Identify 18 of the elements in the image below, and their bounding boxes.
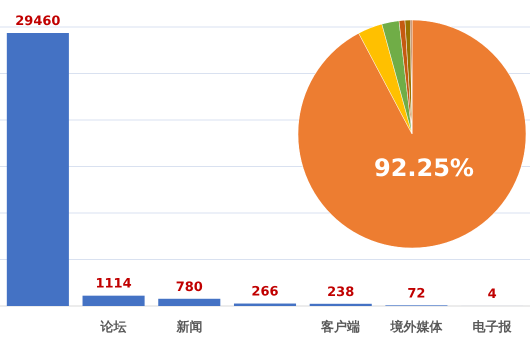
pie-slice xyxy=(358,24,412,134)
data-label: 1114 xyxy=(95,276,132,292)
x-tick-label: 论坛 xyxy=(100,320,127,335)
x-tick-label: 新闻 xyxy=(175,319,202,335)
data-label: 72 xyxy=(407,286,426,302)
data-label: 238 xyxy=(327,284,354,300)
x-tick-label: 电子报 xyxy=(472,320,513,335)
data-label: 4 xyxy=(488,286,497,302)
bar xyxy=(158,298,220,306)
bar xyxy=(6,33,69,306)
pie-slice xyxy=(298,20,526,248)
data-label: 29460 xyxy=(15,14,60,29)
data-label: 266 xyxy=(251,284,279,300)
data-label: 92.25% xyxy=(374,154,474,182)
data-label: 780 xyxy=(176,280,203,295)
x-tick-label: 客户端 xyxy=(320,319,360,335)
x-tick-label: 境外媒体 xyxy=(389,319,444,335)
bar xyxy=(82,296,145,306)
